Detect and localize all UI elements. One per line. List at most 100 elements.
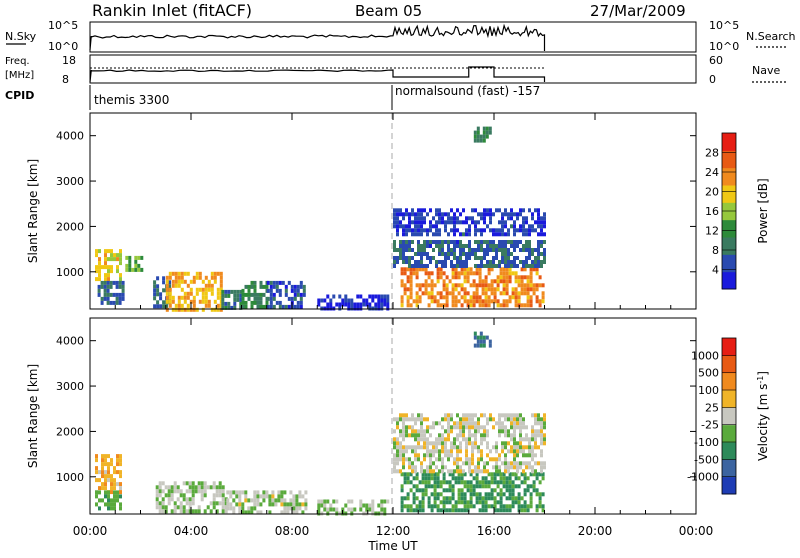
range-cell: [538, 500, 542, 505]
range-cell: [513, 417, 516, 422]
range-cell: [430, 291, 434, 296]
range-cell: [442, 279, 446, 284]
range-cell: [540, 461, 543, 466]
range-cell: [289, 498, 293, 503]
range-cell: [513, 465, 516, 470]
range-cell: [192, 303, 196, 308]
range-cell: [104, 261, 107, 266]
range-cell: [456, 449, 459, 454]
range-cell: [235, 490, 239, 495]
range-cell: [438, 421, 441, 426]
range-cell: [207, 283, 211, 288]
range-cell: [299, 284, 303, 289]
range-cell: [402, 260, 405, 264]
range-cell: [522, 208, 525, 213]
range-cell: [415, 484, 419, 489]
range-cell: [498, 433, 501, 438]
range-cell: [430, 299, 434, 304]
range-cell: [304, 506, 308, 511]
velocity-panel-bg: [90, 318, 696, 514]
range-cell: [158, 481, 162, 486]
range-cell: [411, 445, 414, 450]
range-cell: [295, 510, 299, 515]
range-cell: [411, 208, 414, 213]
range-cell: [158, 485, 162, 490]
range-cell: [498, 413, 501, 418]
range-cell: [456, 264, 459, 268]
range-cell: [275, 300, 279, 305]
range-cell: [165, 275, 169, 280]
range-cell: [426, 437, 429, 442]
range-cell: [468, 417, 471, 422]
range-cell: [441, 457, 444, 462]
range-cell: [448, 291, 452, 296]
range-cell: [226, 506, 230, 511]
range-cell: [432, 224, 435, 229]
range-cell: [167, 489, 171, 494]
range-cell: [119, 486, 122, 491]
range-cell: [207, 279, 211, 284]
range-cell: [508, 476, 512, 481]
range-cell: [107, 466, 110, 471]
range-cell: [454, 283, 458, 288]
range-cell: [522, 453, 525, 458]
range-cell: [101, 265, 104, 270]
range-cell: [155, 489, 159, 494]
range-cell: [350, 507, 354, 512]
range-cell: [420, 256, 423, 260]
range-cell: [411, 248, 414, 252]
range-cell: [250, 510, 254, 515]
range-cell: [484, 279, 488, 284]
range-cell: [216, 303, 220, 308]
range-cell: [317, 503, 321, 508]
range-cell: [393, 264, 396, 268]
range-cell: [110, 502, 113, 507]
range-cell: [514, 476, 518, 481]
range-cell: [393, 224, 396, 229]
range-cell: [420, 220, 423, 225]
range-cell: [537, 461, 540, 466]
range-cell: [137, 263, 141, 268]
range-cell: [499, 492, 503, 497]
range-cell: [423, 417, 426, 422]
range-cell: [483, 212, 486, 217]
range-cell: [179, 489, 183, 494]
range-cell: [106, 284, 110, 289]
range-cell: [537, 232, 540, 237]
range-cell: [293, 304, 297, 309]
range-cell: [447, 449, 450, 454]
range-cell: [430, 283, 434, 288]
range-cell: [528, 449, 531, 454]
range-cell: [451, 472, 455, 477]
range-cell: [421, 488, 425, 493]
range-cell: [244, 292, 248, 297]
range-cell: [192, 275, 196, 280]
range-cell: [511, 291, 515, 296]
range-cell: [201, 279, 205, 284]
range-cell: [493, 295, 497, 300]
range-cell: [374, 294, 378, 299]
range-cell: [535, 508, 539, 513]
range-cell: [427, 496, 431, 501]
range-cell: [380, 503, 384, 508]
range-cell: [468, 224, 471, 229]
range-cell: [454, 295, 458, 300]
range-cell: [478, 484, 482, 489]
range-cell: [541, 508, 545, 513]
range-cell: [495, 228, 498, 233]
range-cell: [436, 472, 440, 477]
range-cell: [472, 283, 476, 288]
range-cell: [450, 453, 453, 458]
range-cell: [426, 441, 429, 446]
range-cell: [402, 421, 405, 426]
range-cell: [516, 256, 519, 260]
range-cell: [266, 280, 270, 285]
range-cell: [528, 240, 531, 244]
range-cell: [268, 510, 272, 515]
range-cell: [230, 305, 234, 310]
range-cell: [529, 299, 533, 304]
range-cell: [492, 240, 495, 244]
range-cell: [417, 228, 420, 233]
range-cell: [474, 232, 477, 237]
range-cell: [403, 496, 407, 501]
